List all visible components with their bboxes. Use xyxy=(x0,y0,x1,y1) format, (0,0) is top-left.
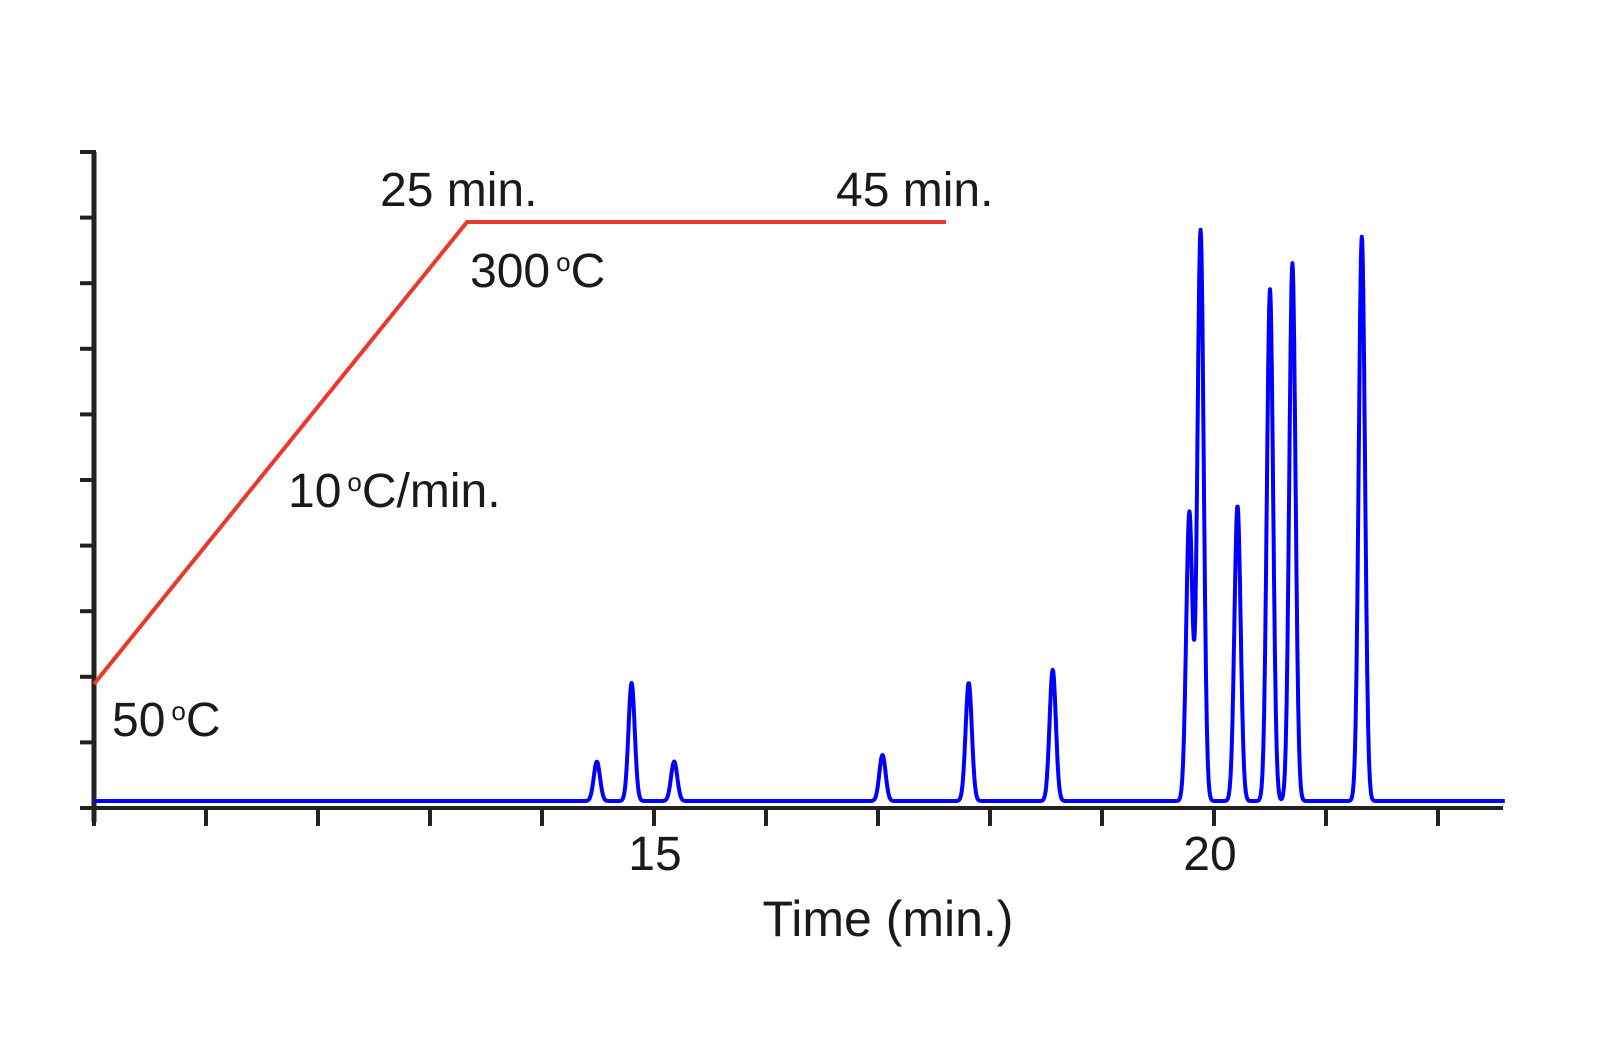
ramp-end-time-label: 25 min. xyxy=(380,164,537,217)
degree-icon: o xyxy=(347,467,361,497)
final-temperature-annotation: 300 oC xyxy=(470,245,605,298)
y-axis xyxy=(80,150,97,822)
final-temp-value: 300 xyxy=(470,245,550,298)
ramp-rate-unit: C/min. xyxy=(362,465,501,518)
x-tick-label-15: 15 xyxy=(628,828,681,881)
start-temp-value: 50 xyxy=(112,694,165,747)
ramp-end-time-annotation: 25 min. xyxy=(380,164,537,217)
chromatogram-trace xyxy=(92,227,1507,803)
ramp-rate-value: 10 xyxy=(288,465,341,518)
degree-icon: o xyxy=(556,247,570,277)
initial-temperature-annotation: 50 oC xyxy=(112,694,221,747)
x-axis: 15 20 Time (min.) xyxy=(80,806,1503,947)
final-temp-unit: C xyxy=(571,245,606,298)
x-axis-ticks xyxy=(92,806,1440,826)
temperature-program-line xyxy=(92,220,946,686)
x-tick-label-20: 20 xyxy=(1183,828,1236,881)
start-temp-unit: C xyxy=(186,694,221,747)
hold-end-time-annotation: 45 min. xyxy=(836,164,993,217)
x-axis-title: Time (min.) xyxy=(763,891,1014,947)
hold-end-time-label: 45 min. xyxy=(836,164,993,217)
ramp-rate-annotation: 10 oC/min. xyxy=(288,465,501,518)
degree-icon: o xyxy=(171,696,185,726)
